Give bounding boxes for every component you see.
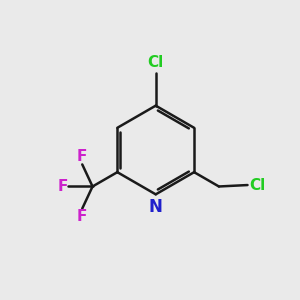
Text: F: F <box>58 179 68 194</box>
Text: F: F <box>77 149 87 164</box>
Text: Cl: Cl <box>148 56 164 70</box>
Text: F: F <box>77 208 87 224</box>
Text: N: N <box>149 198 163 216</box>
Text: Cl: Cl <box>249 178 265 193</box>
